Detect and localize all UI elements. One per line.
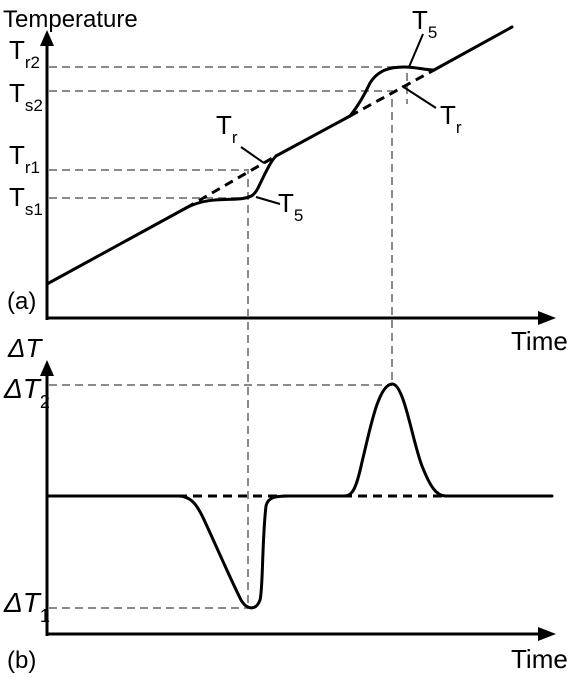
reference-line-seg2	[274, 114, 352, 158]
callout-ts-second: T5	[412, 5, 437, 42]
reference-line-seg3	[432, 25, 514, 72]
leader-tr-second	[401, 85, 437, 109]
callout-tr-second: Tr	[440, 100, 462, 137]
panel-a-tag: (a)	[7, 288, 36, 315]
leader-ts-second	[408, 33, 424, 68]
reference-line-seg1	[45, 206, 188, 286]
tick-ts1: Ts1	[9, 182, 43, 219]
panel-a: Temperature Time (a) Tr2 Ts2 Tr1 Ts1 Tr …	[3, 5, 568, 608]
reference-line-dashed2	[349, 68, 435, 118]
panel-a-x-label: Time	[511, 326, 568, 356]
panel-b-x-arrowhead	[538, 627, 556, 641]
guide-ts2	[49, 90, 393, 385]
tick-tr1: Tr1	[9, 140, 40, 177]
dt-signal-curve	[176, 382, 448, 610]
panel-b-tag: (b)	[7, 647, 36, 674]
tick-dt1: ΔT1	[3, 587, 50, 626]
panel-a-y-label: Temperature	[3, 6, 138, 33]
leader-ts-first	[255, 196, 281, 205]
callout-ts-first: T5	[278, 188, 303, 225]
tick-dt2: ΔT2	[3, 373, 50, 412]
leader-tr-first	[240, 146, 265, 164]
tick-ts2: Ts2	[9, 78, 43, 115]
panel-b-y-arrowhead	[40, 360, 54, 376]
reference-line-dashed1	[185, 154, 277, 210]
callout-tr-first: Tr	[216, 110, 238, 147]
panel-a-y-arrowhead	[40, 30, 54, 46]
panel-a-x-arrowhead	[538, 311, 556, 325]
guide-tr2	[49, 66, 408, 104]
panel-b-x-label: Time	[511, 644, 568, 674]
sample-curve-exotherm	[348, 65, 436, 118]
tick-tr2: Tr2	[9, 35, 40, 72]
sample-curve-endotherm	[184, 154, 278, 210]
panel-b-y-label: ΔT	[7, 333, 43, 363]
guide-tr1	[49, 169, 249, 608]
panel-b: ΔT Time (b) ΔT2 ΔT1	[3, 333, 568, 674]
